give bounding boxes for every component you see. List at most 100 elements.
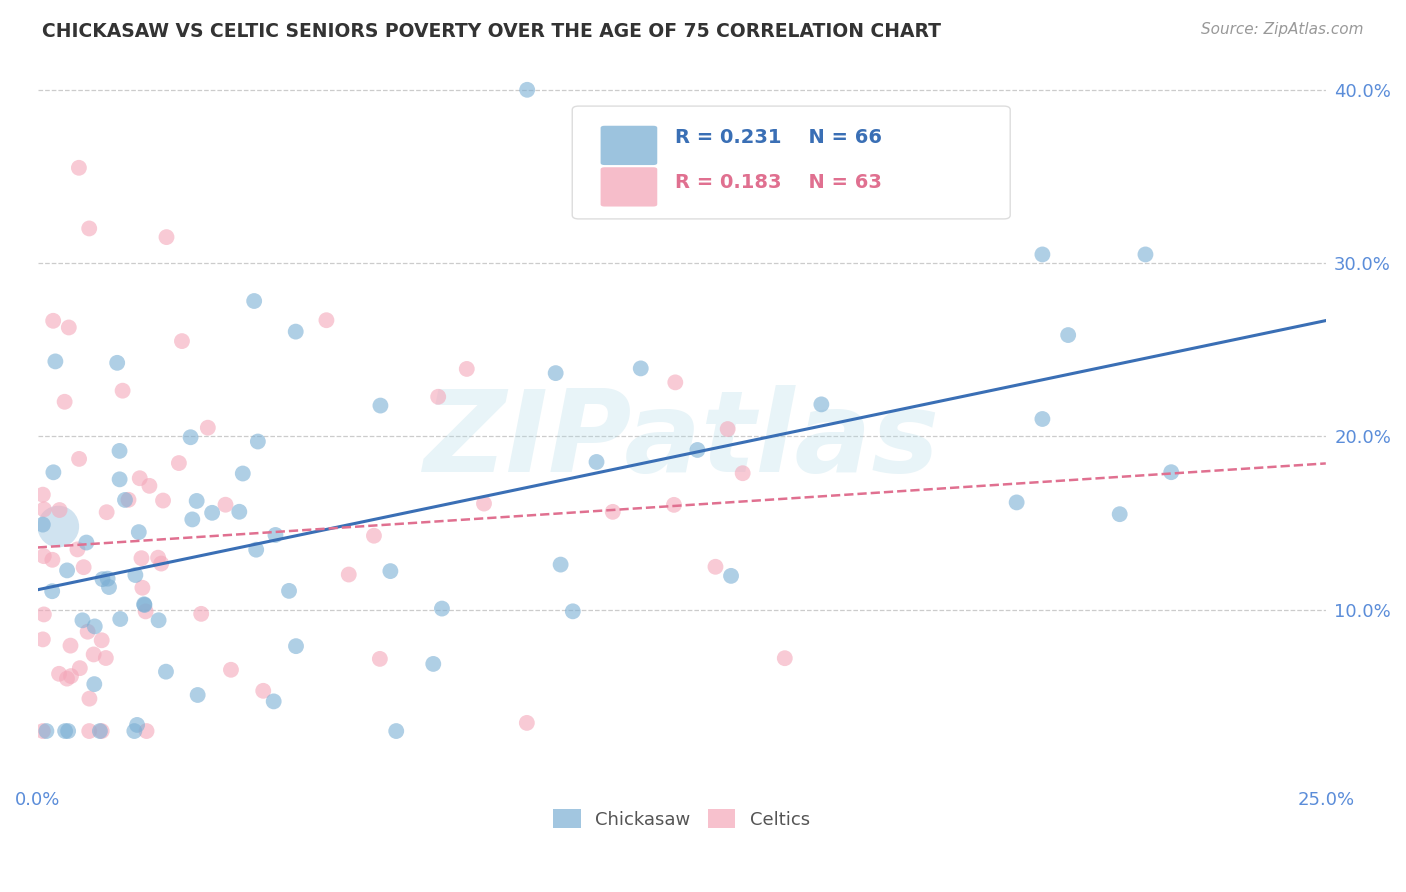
Point bbox=[585, 455, 607, 469]
Point bbox=[98, 580, 121, 594]
Point bbox=[150, 557, 173, 571]
Point bbox=[380, 564, 402, 578]
Point bbox=[110, 612, 132, 626]
Point bbox=[201, 506, 224, 520]
Point bbox=[79, 691, 101, 706]
Point bbox=[146, 550, 169, 565]
Point bbox=[135, 604, 157, 618]
Point bbox=[252, 683, 274, 698]
Point bbox=[48, 503, 70, 517]
Point bbox=[31, 724, 53, 739]
Point bbox=[544, 366, 567, 380]
Point bbox=[773, 651, 796, 665]
Point bbox=[717, 422, 740, 436]
Point bbox=[67, 451, 90, 466]
Point bbox=[422, 657, 444, 671]
Text: CHICKASAW VS CELTIC SENIORS POVERTY OVER THE AGE OF 75 CORRELATION CHART: CHICKASAW VS CELTIC SENIORS POVERTY OVER… bbox=[42, 22, 941, 41]
Point bbox=[190, 607, 212, 621]
Text: Source: ZipAtlas.com: Source: ZipAtlas.com bbox=[1201, 22, 1364, 37]
Point bbox=[44, 354, 66, 368]
Point bbox=[427, 390, 450, 404]
Point bbox=[91, 572, 114, 586]
Point bbox=[148, 613, 170, 627]
Point bbox=[128, 525, 150, 540]
Point bbox=[83, 648, 105, 662]
Point bbox=[1057, 328, 1080, 343]
Point bbox=[108, 444, 131, 458]
Point bbox=[94, 651, 117, 665]
Point bbox=[89, 724, 111, 739]
Point bbox=[516, 715, 538, 730]
Point bbox=[96, 505, 118, 519]
Point bbox=[31, 488, 53, 502]
Point bbox=[243, 293, 266, 308]
Point bbox=[105, 356, 128, 370]
Point bbox=[48, 666, 70, 681]
Point bbox=[155, 230, 177, 244]
Point bbox=[264, 528, 287, 542]
Point bbox=[263, 694, 285, 708]
Point bbox=[134, 598, 156, 612]
Point bbox=[167, 456, 190, 470]
FancyBboxPatch shape bbox=[600, 126, 657, 165]
Point bbox=[67, 161, 90, 175]
Point bbox=[111, 384, 134, 398]
Point bbox=[155, 665, 177, 679]
Point bbox=[32, 502, 55, 516]
Point bbox=[550, 558, 572, 572]
Text: R = 0.183    N = 63: R = 0.183 N = 63 bbox=[675, 173, 882, 192]
Point bbox=[58, 320, 80, 334]
Point bbox=[1031, 247, 1053, 261]
Point bbox=[77, 221, 100, 235]
Point bbox=[90, 633, 112, 648]
Point bbox=[246, 434, 269, 449]
Point bbox=[228, 505, 250, 519]
Point bbox=[152, 493, 174, 508]
FancyBboxPatch shape bbox=[600, 167, 657, 207]
Point bbox=[337, 567, 360, 582]
Point bbox=[285, 639, 308, 653]
Point bbox=[619, 186, 641, 201]
Point bbox=[214, 498, 236, 512]
Point bbox=[219, 663, 242, 677]
Point bbox=[31, 517, 53, 532]
Point bbox=[187, 688, 209, 702]
Point bbox=[76, 624, 98, 639]
Point bbox=[430, 601, 453, 615]
Point bbox=[53, 724, 76, 739]
Point bbox=[602, 505, 624, 519]
Point bbox=[56, 672, 79, 686]
Point bbox=[75, 535, 97, 549]
Point bbox=[31, 632, 53, 647]
Point bbox=[1160, 465, 1182, 479]
Point bbox=[42, 314, 65, 328]
Point bbox=[278, 583, 301, 598]
Point bbox=[41, 553, 63, 567]
Legend: Chickasaw, Celtics: Chickasaw, Celtics bbox=[547, 802, 817, 836]
Point bbox=[180, 430, 202, 444]
Point bbox=[810, 397, 832, 411]
Point bbox=[117, 492, 139, 507]
Point bbox=[41, 584, 63, 599]
Point bbox=[1108, 507, 1130, 521]
Point bbox=[124, 568, 146, 582]
Point bbox=[662, 498, 685, 512]
Point bbox=[630, 361, 652, 376]
Point bbox=[131, 551, 153, 566]
Point bbox=[32, 549, 55, 563]
Point bbox=[170, 334, 193, 348]
Point bbox=[516, 83, 538, 97]
Point bbox=[59, 639, 82, 653]
Point bbox=[35, 724, 58, 739]
Point bbox=[368, 652, 391, 666]
Point bbox=[561, 604, 583, 618]
Point bbox=[83, 677, 105, 691]
Point bbox=[456, 362, 478, 376]
Point bbox=[131, 581, 153, 595]
Point bbox=[72, 560, 94, 574]
Point bbox=[315, 313, 337, 327]
Point bbox=[97, 572, 120, 586]
Point bbox=[1005, 495, 1028, 509]
Point bbox=[1135, 247, 1157, 261]
Point bbox=[135, 724, 157, 739]
